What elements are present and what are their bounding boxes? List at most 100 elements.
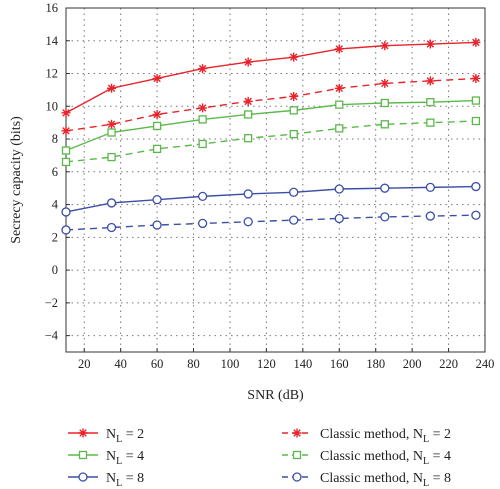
data-point xyxy=(243,189,253,199)
data-point xyxy=(334,83,344,93)
data-point xyxy=(380,78,390,88)
data-point xyxy=(335,100,344,109)
data-point xyxy=(198,115,207,124)
data-point xyxy=(471,37,481,47)
data-point xyxy=(334,213,344,224)
data-point xyxy=(334,44,344,54)
data-point xyxy=(61,146,71,155)
data-point xyxy=(471,181,481,192)
data-point xyxy=(61,207,71,217)
x-tick-label: 120 xyxy=(257,357,276,371)
legend-item: NL = 4 xyxy=(68,449,144,467)
data-point xyxy=(289,129,298,139)
data-point xyxy=(197,218,208,229)
series-line xyxy=(65,99,476,152)
data-point xyxy=(289,91,299,101)
data-point xyxy=(197,191,208,202)
data-point xyxy=(243,96,253,106)
legend-item: Classic method, NL = 8 xyxy=(282,471,451,489)
data-point xyxy=(61,126,71,136)
data-point xyxy=(152,220,162,230)
x-tick-label: 60 xyxy=(151,357,164,371)
legend-label: Classic method, NL = 8 xyxy=(320,471,451,489)
legend-label: NL = 8 xyxy=(106,471,144,489)
x-tick-label: 240 xyxy=(476,357,495,371)
legend-item: NL = 2 xyxy=(68,427,144,445)
legend-swatch-marker xyxy=(78,450,88,460)
y-tick-label: 14 xyxy=(46,34,59,48)
data-point xyxy=(380,212,390,222)
series-lines xyxy=(61,37,481,235)
data-point xyxy=(198,64,208,74)
legend-item: Classic method, NL = 2 xyxy=(282,427,451,445)
legend: NL = 2 Classic method, NL = 2 NL = 4 Classi… xyxy=(68,427,451,489)
series-2 xyxy=(61,73,481,136)
data-point xyxy=(380,120,389,129)
x-tick-label: 180 xyxy=(366,357,385,371)
data-point xyxy=(107,128,116,137)
data-point xyxy=(426,98,435,107)
series-3 xyxy=(61,96,481,155)
series-1 xyxy=(61,37,481,118)
legend-label: Classic method, NL = 4 xyxy=(320,449,451,467)
data-point xyxy=(425,182,435,193)
x-tick-label: 200 xyxy=(403,357,422,371)
data-point xyxy=(152,195,162,205)
data-point xyxy=(107,83,117,93)
x-tick-label: 40 xyxy=(114,357,127,371)
legend-swatch-marker xyxy=(78,472,88,482)
y-axis-label: Secrecy capacity (bits) xyxy=(9,116,24,244)
data-point xyxy=(471,96,481,105)
data-point xyxy=(243,57,253,67)
y-tick-label: 8 xyxy=(52,132,58,146)
data-point xyxy=(471,73,481,83)
series-4 xyxy=(61,116,481,167)
legend-item: Classic method, NL = 4 xyxy=(282,449,451,467)
series-line xyxy=(65,185,476,213)
y-tick-label: 4 xyxy=(52,198,59,212)
legend-label: NL = 4 xyxy=(106,449,144,467)
data-point xyxy=(425,211,435,221)
data-point xyxy=(334,184,344,194)
y-tick-label: 6 xyxy=(52,165,58,179)
data-point xyxy=(243,217,253,227)
data-point xyxy=(61,157,71,167)
x-tick-label: 20 xyxy=(78,357,91,371)
y-tick-label: 2 xyxy=(52,230,58,244)
data-point xyxy=(107,119,117,129)
data-point xyxy=(380,41,390,51)
data-point xyxy=(471,116,481,126)
plot-area-frame xyxy=(65,7,486,353)
data-point xyxy=(289,52,299,62)
x-tick-label: 80 xyxy=(187,357,200,371)
x-tick-label: 100 xyxy=(221,357,240,371)
series-5 xyxy=(61,181,481,217)
series-line xyxy=(65,77,476,132)
data-point xyxy=(61,108,71,118)
data-point xyxy=(289,215,299,225)
x-tick-label: 140 xyxy=(293,357,312,371)
data-point xyxy=(425,39,435,49)
legend-item: NL = 8 xyxy=(68,471,144,489)
legend-swatch-marker xyxy=(292,472,302,482)
data-point xyxy=(289,106,298,115)
series-line xyxy=(65,214,476,231)
data-point xyxy=(425,76,435,86)
data-point xyxy=(152,109,162,119)
data-point xyxy=(426,118,435,127)
series-6 xyxy=(61,210,481,235)
data-point xyxy=(198,103,208,113)
data-point xyxy=(152,73,162,83)
y-tick-label: −2 xyxy=(45,296,58,310)
data-point xyxy=(244,134,253,143)
data-point xyxy=(152,121,162,131)
data-point xyxy=(152,144,162,154)
legend-swatch-marker xyxy=(78,428,88,438)
series-line xyxy=(65,41,476,114)
axis-ticks: 20 40 60 80 100 120 140 160 180 200 220 240 −4 −2 0 2 4 6… xyxy=(45,1,495,371)
data-point xyxy=(107,152,116,162)
data-point xyxy=(244,110,253,119)
y-tick-label: 10 xyxy=(46,99,59,113)
data-point xyxy=(289,187,299,197)
